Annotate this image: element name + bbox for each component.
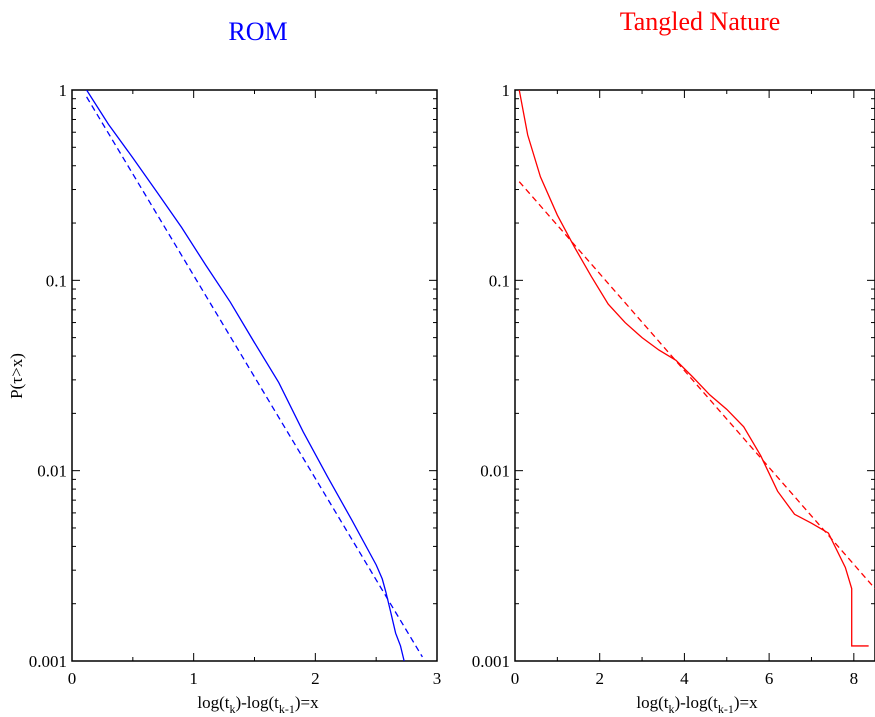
tangled-nature-x-tick-label: 8 [850, 669, 859, 688]
tangled-nature-y-tick-label: 0.1 [489, 271, 510, 290]
tangled-nature-fit-line [518, 181, 875, 590]
tangled-nature-title: Tangled Nature [620, 7, 781, 36]
tangled-nature-xlabel: log(tk)-log(tk-1)=x [636, 693, 758, 716]
rom-x-tick-label: 1 [189, 669, 198, 688]
tangled-nature-plot-frame [514, 89, 875, 662]
rom-x-tick-label: 2 [311, 669, 320, 688]
rom-x-tick-label: 3 [433, 669, 442, 688]
tangled-nature-y-tick-label: 0.001 [472, 652, 510, 671]
rom-fit-line [86, 96, 423, 658]
rom-xlabel: log(tk)-log(tk-1)=x [197, 693, 319, 716]
rom-xlabel-end: )=x [295, 693, 319, 712]
rom-xlabel-sub2: k-1 [279, 702, 295, 716]
tn-xlabel-sub1: k [668, 702, 674, 716]
tangled-nature-x-tick-label: 6 [765, 669, 774, 688]
rom-xlabel-mid: )-log(t [235, 693, 279, 712]
rom-title: ROM [228, 17, 287, 46]
rom-data-line [86, 90, 405, 661]
rom-y-tick-label: 0.01 [37, 462, 67, 481]
tn-xlabel-end: )=x [734, 693, 758, 712]
tangled-nature-data-line [518, 90, 869, 647]
tangled-nature-x-tick-label: 0 [511, 669, 520, 688]
rom-ylabel: P(τ>x) [7, 353, 26, 399]
rom-xlabel-main: log(t [197, 693, 229, 712]
tn-xlabel-mid: )-log(t [674, 693, 718, 712]
tangled-nature-y-tick-label: 1 [502, 81, 511, 100]
rom-xlabel-sub1: k [229, 702, 235, 716]
rom-y-tick-label: 0.1 [46, 271, 67, 290]
tn-xlabel-main: log(t [636, 693, 668, 712]
rom-plot-frame [71, 89, 438, 662]
tangled-nature-y-tick-label: 0.01 [480, 462, 510, 481]
tangled-nature-x-tick-label: 4 [680, 669, 689, 688]
tangled-nature-panel: Tangled Nature log(tk)-log(tk-1)=x 0 2 4 6 8… [472, 7, 875, 716]
tn-xlabel-sub2: k-1 [718, 702, 734, 716]
rom-y-tick-label: 1 [59, 81, 68, 100]
rom-x-tick-label: 0 [68, 669, 77, 688]
tangled-nature-x-tick-label: 2 [595, 669, 604, 688]
rom-panel: ROM P(τ>x) log(tk)-log(tk-1)=x 0 1 2 3 0.001… [7, 17, 441, 716]
rom-y-tick-label: 0.001 [29, 652, 67, 671]
